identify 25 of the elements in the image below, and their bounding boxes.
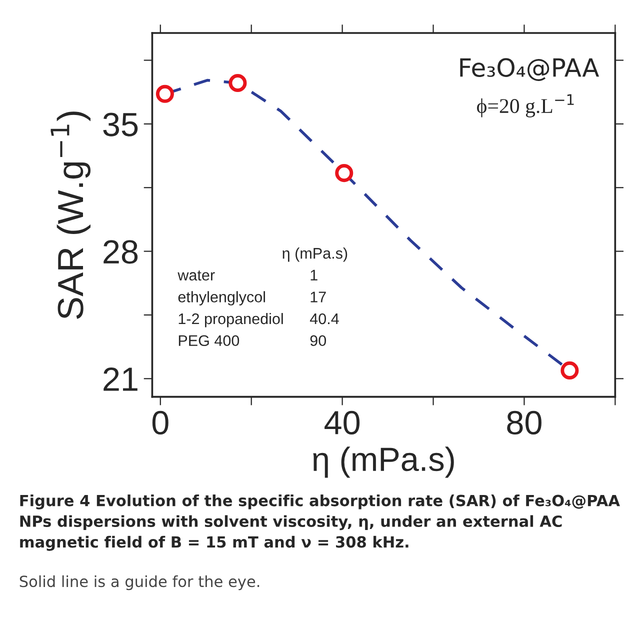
- annotation: ethylenglycol: [178, 291, 265, 306]
- annotation: PEG 400: [178, 335, 240, 346]
- x-tick-label: 40: [324, 410, 360, 435]
- y-tick-label: 35: [103, 112, 138, 136]
- annotation: 90: [310, 335, 326, 346]
- x-tick-label: 80: [507, 410, 542, 435]
- annotation: 1: [310, 270, 318, 280]
- annotation: 40.4: [310, 313, 339, 324]
- annotation: η (mPa.s): [282, 247, 348, 262]
- annotation: 1-2 propanediol: [178, 312, 283, 328]
- annotation: ϕ=20 g.L$^{−1}$: [476, 94, 574, 118]
- annotation: 17: [310, 292, 326, 302]
- point: [560, 361, 579, 380]
- point: [335, 164, 354, 182]
- point: [228, 74, 247, 92]
- y-tick-label: 28: [104, 240, 138, 264]
- point: [156, 84, 174, 103]
- text: Solid line is a guide for the eye.: [20, 575, 260, 590]
- annotation: water: [178, 270, 215, 281]
- x-tick-label: 0: [152, 410, 168, 435]
- y-axis-title: SAR (W.g$^{−1}$): [50, 112, 90, 319]
- x-axis-title: η (mPa.s): [313, 446, 454, 478]
- y-tick-label: 21: [104, 367, 138, 391]
- caption: Figure 4 Evolution of the specific absorption rate (SAR) of Fe₃O₄@PAA NPs dispersions with solvent viscosity, η, under an external AC magnetic field of B = 15 mT and ν = 308 kHz.: [20, 494, 620, 551]
- annotation: Fe₃O₄@PAA: [460, 58, 600, 81]
